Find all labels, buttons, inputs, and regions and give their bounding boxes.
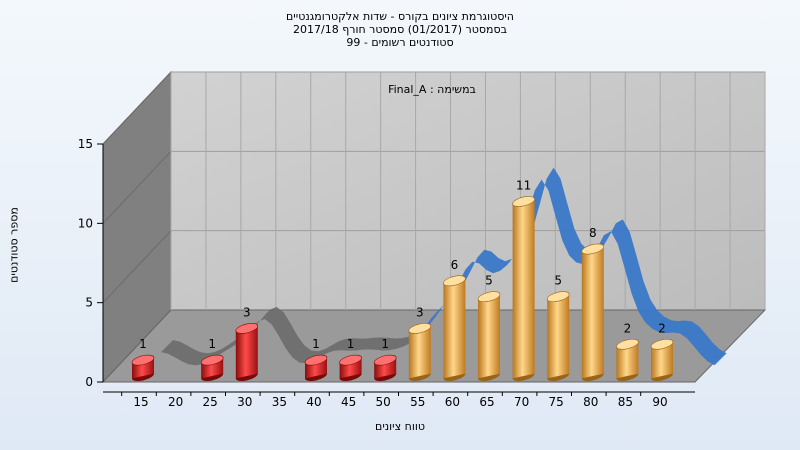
x-tick-label: 65 [479, 395, 494, 409]
bar-cap [304, 354, 328, 366]
chart-subtitle: במשימה : Final_A [388, 83, 476, 96]
bar [235, 323, 259, 382]
bar-cap [443, 275, 466, 287]
bar-cap [616, 338, 639, 350]
bar-body [443, 278, 466, 379]
bar-data-label: 2 [658, 321, 666, 335]
bar-body [547, 294, 570, 379]
x-tick-label: 70 [514, 395, 529, 409]
title-line-2: בסמסטר (01/2017) סמסטר חורף 2017/18 [293, 23, 507, 36]
x-tick-label: 80 [583, 395, 598, 409]
x-tick-label: 20 [168, 395, 183, 409]
y-tick-label: 15 [78, 137, 93, 151]
x-axis-label: טווח ציונים [375, 420, 425, 433]
bar [616, 338, 639, 382]
bar-data-label: 1 [381, 337, 389, 351]
bar-cap [512, 196, 535, 207]
gridline-side [102, 150, 172, 224]
gridline-side [102, 230, 172, 304]
bar-cap [650, 338, 674, 350]
bar-cap [131, 354, 155, 366]
bar-cap [339, 354, 362, 366]
bar-body [512, 199, 535, 379]
x-tick-label: 30 [237, 395, 252, 409]
bar-cap [235, 323, 259, 334]
bar-data-label: 2 [624, 321, 632, 335]
x-tick-label: 50 [376, 395, 391, 409]
x-tick-label: 35 [272, 395, 287, 409]
bar [650, 338, 674, 382]
gridline-side [102, 71, 172, 145]
title-line-3: סטודנטים רשומים - 99 [346, 36, 454, 49]
bar [200, 354, 224, 382]
bar-cap [373, 354, 397, 366]
bar-data-label: 5 [485, 274, 493, 288]
bar-data-label: 11 [516, 178, 531, 192]
x-tick-label: 60 [445, 395, 460, 409]
y-tick-label: 5 [85, 296, 93, 310]
bar-cap [546, 291, 570, 303]
y-axis-label: מספר סטודנטים [7, 207, 21, 283]
bar-cap [581, 243, 605, 255]
bar [373, 354, 397, 382]
bar [304, 354, 328, 382]
bar [131, 354, 155, 382]
bar [339, 354, 362, 382]
bar [581, 243, 605, 382]
bar [443, 275, 466, 382]
bar-cap [477, 291, 501, 303]
bar-data-label: 8 [589, 226, 597, 240]
bar [546, 291, 570, 382]
bar [512, 196, 535, 382]
bar-data-label: 5 [554, 274, 562, 288]
y-tick-label: 0 [85, 375, 93, 389]
bar-body [616, 341, 639, 379]
y-tick-label: 10 [78, 216, 93, 230]
bar-data-label: 1 [347, 337, 355, 351]
curve-pass-ribbon [417, 167, 727, 366]
bar-data-label: 6 [451, 258, 459, 272]
bar-cap [200, 354, 224, 366]
x-tick-label: 40 [306, 395, 321, 409]
x-tick-label: 15 [133, 395, 148, 409]
x-tick-label: 25 [203, 395, 218, 409]
title-line-1: היסטוגרמת ציונים בקורס - שדות אלקטרומגנט… [286, 10, 514, 23]
bar-data-label: 1 [208, 337, 216, 351]
bar-body [581, 246, 604, 379]
bar-body [651, 341, 673, 379]
bar-data-label: 1 [139, 337, 147, 351]
bar-data-label: 3 [416, 305, 424, 319]
bar-body [478, 294, 500, 379]
curve-fail-ribbon [161, 307, 430, 366]
chart-title: היסטוגרמת ציונים בקורס - שדות אלקטרומגנט… [0, 10, 800, 49]
bar-data-label: 1 [312, 337, 320, 351]
x-tick-label: 85 [618, 395, 633, 409]
x-tick-label: 75 [549, 395, 564, 409]
bar-body [235, 326, 258, 379]
x-tick-label: 55 [410, 395, 425, 409]
x-tick-label: 45 [341, 395, 356, 409]
bar-cap [408, 323, 432, 334]
x-tick-label: 90 [652, 395, 667, 409]
bar-body [408, 326, 431, 379]
bar [477, 291, 501, 382]
bar-data-label: 3 [243, 305, 251, 319]
bar [408, 323, 432, 382]
